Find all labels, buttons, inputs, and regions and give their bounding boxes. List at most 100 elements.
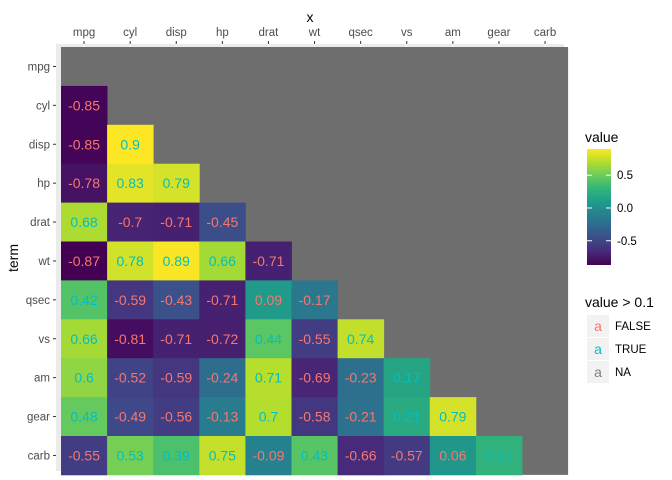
cell-value-label: 0.7: [259, 409, 279, 425]
cell-value-label: -0.72: [206, 331, 238, 347]
colorbar-tick-label: 0.5: [617, 170, 633, 182]
cell-value-label: 0.66: [70, 331, 97, 347]
heatmap-cell: [383, 436, 431, 476]
heatmap-cell: [291, 397, 338, 437]
x-tick-label: wt: [308, 27, 321, 39]
cell-value-label: -0.59: [160, 370, 192, 386]
cell-value-label: -0.71: [206, 292, 238, 308]
heatmap-cell: [153, 241, 200, 281]
cell-value-label: 0.75: [209, 447, 236, 463]
heatmap-cell: [337, 397, 385, 437]
heatmap-cell: [61, 397, 108, 437]
heatmap-cell: [245, 319, 292, 359]
fill-legend: value 0.5 0.0 -0.5: [585, 129, 637, 265]
cell-value-label: -0.58: [299, 409, 331, 425]
cell-value-label: -0.55: [68, 447, 100, 463]
heatmap-cell: [199, 280, 246, 320]
cell-value-label: -0.71: [160, 331, 192, 347]
y-tick-label: carb: [28, 450, 50, 462]
cell-value-label: -0.78: [68, 175, 100, 191]
x-axis-title: x: [307, 9, 314, 25]
y-axis: mpg cyl disp hp drat wt qsec vs am gear carb: [26, 61, 56, 462]
x-tick-label: carb: [534, 27, 556, 39]
heatmap-cell: [153, 163, 200, 203]
y-tick-label: mpg: [28, 61, 50, 73]
heatmap-cell: [153, 397, 200, 437]
heatmap-cell: [291, 280, 338, 320]
cell-value-label: 0.42: [70, 292, 97, 308]
cell-value-label: 0.53: [117, 447, 144, 463]
colorbar-tick-label: -0.5: [617, 236, 637, 248]
cell-value-label: -0.24: [206, 370, 238, 386]
colorbar-tick-label: 0.0: [617, 203, 633, 215]
heatmap-cell: [61, 85, 108, 126]
cell-value-label: -0.81: [114, 331, 146, 347]
heatmap-cell: [153, 319, 200, 359]
heatmap-cell: [199, 319, 246, 359]
cell-value-label: -0.87: [68, 253, 100, 269]
cell-value-label: 0.89: [163, 253, 190, 269]
label-color-legend: value > 0.1 a FALSE a TRUE a NA: [585, 294, 654, 383]
x-tick-label: qsec: [349, 27, 374, 39]
y-tick-label: hp: [37, 178, 50, 190]
cell-value-label: 0.06: [439, 447, 466, 463]
cell-value-label: 0.48: [70, 409, 97, 425]
cell-value-label: -0.17: [299, 292, 331, 308]
cell-value-label: 0.9: [120, 136, 140, 152]
legend-key-glyph: a: [594, 364, 602, 380]
heatmap-cell: [107, 436, 154, 476]
heatmap-cell: [245, 358, 292, 398]
heatmap-cell: [107, 241, 154, 281]
x-tick-label: am: [445, 27, 461, 39]
heatmap-cells: [61, 85, 523, 476]
cell-value-label: -0.49: [114, 409, 146, 425]
heatmap-cell: [107, 319, 154, 359]
cell-value-label: -0.09: [252, 447, 284, 463]
legend-key-glyph: a: [594, 341, 602, 357]
x-tick-label: cyl: [123, 27, 137, 39]
heatmap-cell: [199, 397, 246, 437]
heatmap-cell: [429, 436, 477, 476]
x-axis: mpg cyl disp hp drat wt qsec vs am gear carb: [73, 27, 556, 44]
heatmap-cell: [199, 358, 246, 398]
heatmap-cell: [245, 280, 292, 320]
y-tick-label: qsec: [26, 295, 51, 307]
cell-value-label: 0.09: [255, 292, 282, 308]
x-tick-label: hp: [216, 27, 229, 39]
heatmap-cell: [107, 124, 154, 165]
heatmap-cell: [153, 436, 200, 476]
heatmap-cell: [153, 280, 200, 320]
cell-value-label: 0.68: [70, 214, 97, 230]
y-tick-label: disp: [29, 139, 50, 151]
heatmap-cell: [199, 436, 246, 476]
cell-value-label: 0.79: [163, 175, 190, 191]
cell-value-label: 0.39: [163, 447, 190, 463]
cell-value-label: 0.17: [393, 370, 420, 386]
heatmap-cell: [61, 124, 108, 165]
cell-value-label: 0.79: [439, 409, 466, 425]
heatmap-cell: [61, 241, 108, 281]
cell-value-label: 0.44: [255, 331, 282, 347]
y-tick-label: gear: [27, 412, 50, 424]
cell-value-label: 0.21: [393, 409, 420, 425]
heatmap-cell: [107, 358, 154, 398]
cell-value-label: -0.55: [299, 331, 331, 347]
cell-value-label: -0.69: [299, 370, 331, 386]
cell-value-label: 0.6: [74, 370, 94, 386]
y-tick-label: cyl: [36, 100, 50, 112]
legend-entry-label: TRUE: [615, 344, 647, 356]
cell-value-label: -0.85: [68, 136, 100, 152]
cell-value-label: -0.56: [160, 409, 192, 425]
y-tick-label: am: [34, 373, 50, 385]
label-color-legend-title: value > 0.1: [585, 294, 654, 310]
heatmap-cell: [337, 319, 385, 359]
heatmap-cell: [107, 202, 154, 242]
cell-value-label: -0.43: [160, 292, 192, 308]
cell-value-label: 0.83: [117, 175, 144, 191]
heatmap-cell: [61, 202, 108, 242]
heatmap-cell: [383, 358, 431, 398]
cell-value-label: -0.7: [118, 214, 142, 230]
heatmap-cell: [199, 202, 246, 242]
heatmap-cell: [199, 241, 246, 281]
